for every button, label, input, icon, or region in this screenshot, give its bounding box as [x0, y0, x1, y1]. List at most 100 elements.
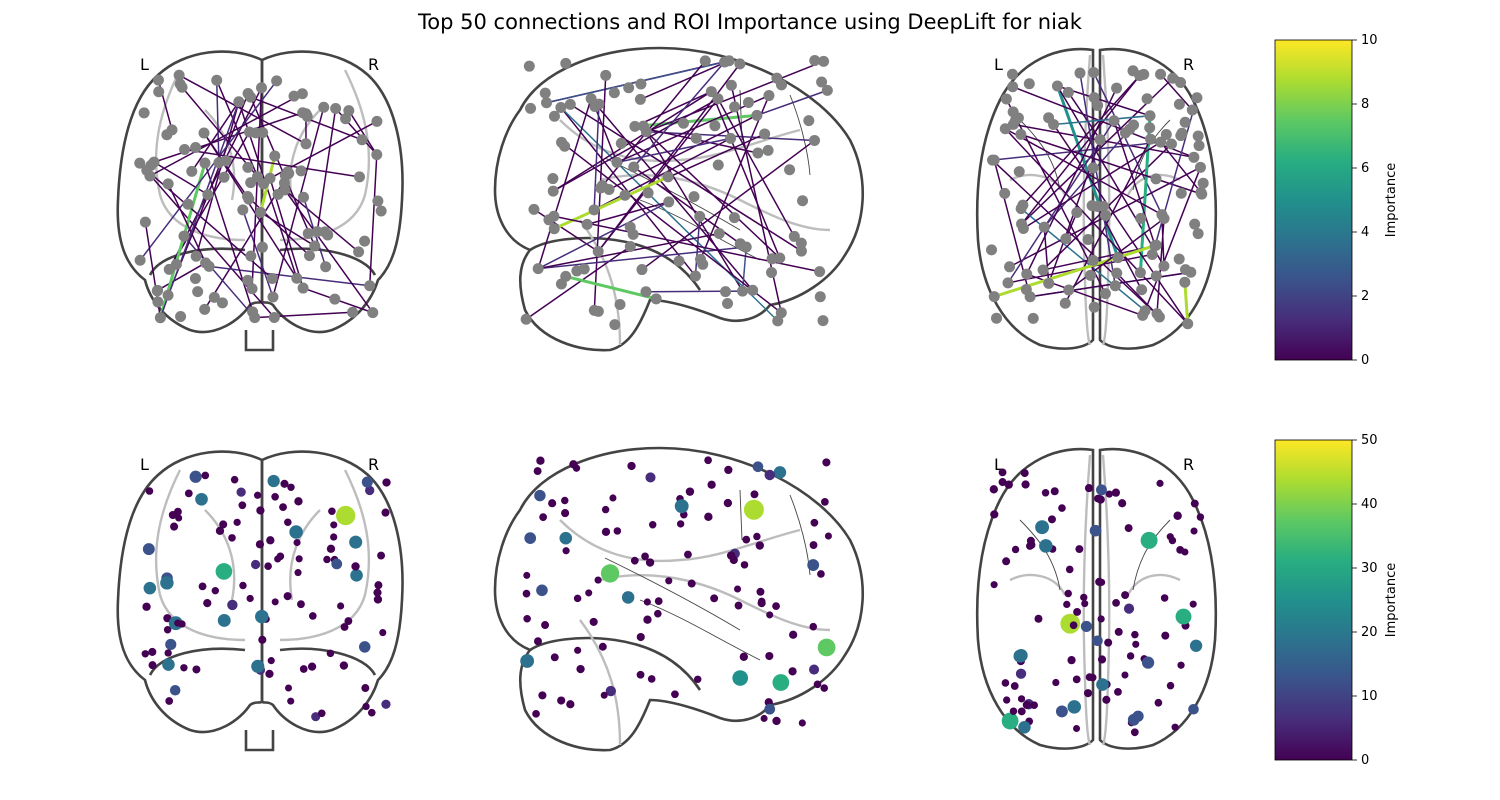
roi-marker: [817, 570, 825, 578]
nodes-coronal: [134, 69, 387, 324]
left-label: L: [140, 55, 149, 74]
left-label: L: [140, 455, 149, 474]
roi-node: [153, 86, 165, 98]
roi-marker: [773, 466, 787, 479]
roi-node: [1082, 233, 1094, 245]
roi-node: [1004, 261, 1016, 273]
roi-node: [762, 144, 774, 156]
roi-node: [186, 165, 198, 177]
roi-marker: [766, 611, 774, 619]
roi-node: [722, 298, 734, 310]
roi-marker: [1132, 640, 1140, 648]
roi-marker: [710, 594, 719, 603]
roi-marker: [760, 714, 768, 722]
roi-marker: [201, 471, 210, 480]
roi-marker: [654, 597, 663, 605]
roi-node: [301, 110, 313, 122]
roi-marker: [550, 653, 559, 662]
roi-marker: [373, 588, 382, 597]
roi-marker: [1022, 700, 1031, 709]
roi-node: [713, 228, 725, 240]
roi-marker: [1067, 656, 1076, 665]
roi-marker: [361, 476, 373, 488]
roi-marker: [165, 638, 177, 651]
roi-marker: [1050, 487, 1059, 496]
roi-node: [991, 312, 1003, 324]
roi-marker: [1140, 531, 1158, 549]
roi-node: [1138, 68, 1150, 80]
roi-marker: [283, 592, 292, 601]
roi-node: [1175, 187, 1187, 199]
roi-marker: [1097, 578, 1106, 586]
roi-node: [1182, 318, 1194, 330]
connection-edge: [167, 183, 207, 264]
roi-node: [737, 285, 749, 297]
roi-node: [581, 218, 593, 230]
roi-marker: [377, 551, 386, 560]
roi-marker: [1111, 488, 1121, 497]
colorbar-label: Importance: [1384, 563, 1399, 638]
roi-marker: [1058, 504, 1066, 512]
roi-marker: [523, 571, 531, 579]
roi-marker: [798, 719, 806, 727]
roi-marker: [365, 485, 375, 496]
colorbar-tick-label: 20: [1361, 625, 1378, 640]
roi-node: [709, 120, 721, 132]
roi-node: [1160, 128, 1172, 140]
roi-marker: [1069, 621, 1078, 630]
roi-node: [192, 286, 204, 298]
roi-node: [1112, 252, 1124, 264]
roi-marker: [1121, 591, 1130, 600]
connection-edge: [1079, 72, 1117, 286]
roi-node: [1021, 268, 1033, 280]
roi-marker: [536, 456, 545, 465]
coronal-view-roi: L R: [116, 450, 404, 752]
roi-node: [1196, 188, 1208, 200]
roi-node: [615, 137, 627, 149]
roi-node: [356, 134, 368, 146]
roi-node: [266, 273, 278, 285]
roi-node: [1015, 203, 1027, 215]
roi-marker: [536, 584, 548, 597]
roi-node: [986, 244, 998, 256]
roi-marker: [755, 541, 764, 550]
roi-marker: [1017, 695, 1026, 703]
right-label: R: [368, 55, 379, 74]
roi-node: [774, 252, 786, 264]
roi-marker: [1141, 656, 1155, 669]
roi-node: [1194, 161, 1206, 173]
roi-marker: [170, 522, 179, 531]
connection-edge: [1056, 85, 1120, 259]
roi-node: [548, 223, 560, 235]
roi-marker: [594, 576, 602, 584]
roi-marker: [1112, 599, 1120, 607]
colorbar-label: Importance: [1384, 163, 1399, 238]
roi-node: [163, 263, 175, 275]
roi-marker: [326, 544, 336, 553]
roi-node: [359, 235, 371, 247]
roi-node: [809, 134, 821, 146]
roi-node: [803, 115, 815, 127]
roi-node: [302, 227, 314, 239]
roi-node: [213, 157, 225, 169]
roi-node: [245, 250, 257, 262]
roi-marker: [294, 569, 302, 577]
colorbar-tick-label: 40: [1361, 497, 1378, 512]
roi-marker: [1190, 499, 1199, 508]
roi-marker: [1080, 593, 1088, 602]
roi-marker: [1018, 721, 1031, 734]
roi-node: [1179, 116, 1191, 128]
connection-edge: [600, 60, 706, 189]
roi-marker: [1097, 615, 1105, 623]
roi-marker: [641, 552, 649, 561]
roi-node: [525, 102, 537, 114]
roi-marker: [647, 675, 656, 683]
roi-marker: [1097, 655, 1107, 664]
roi-node: [564, 98, 576, 110]
roi-marker: [239, 581, 247, 590]
roi-marker: [349, 535, 363, 549]
connection-edge: [1116, 272, 1160, 318]
roi-marker: [524, 532, 537, 544]
roi-node: [1165, 138, 1177, 150]
roi-node: [725, 79, 737, 91]
